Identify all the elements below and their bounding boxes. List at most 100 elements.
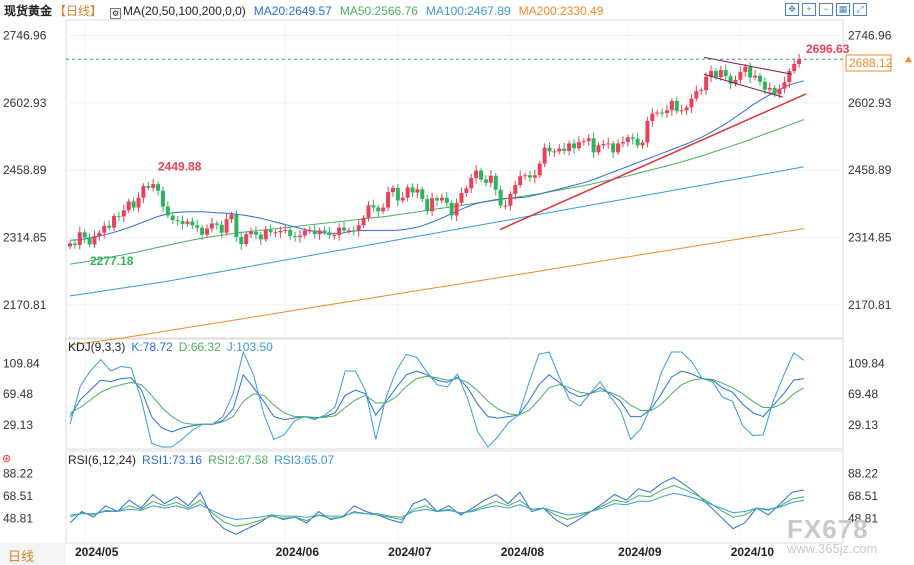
rsi-r1-line	[69, 476, 805, 535]
kdj-k-line	[69, 370, 805, 433]
candle-body	[126, 201, 131, 211]
candle-body	[249, 231, 254, 235]
candle-body	[346, 230, 351, 232]
candle-body	[572, 143, 577, 149]
candle-body	[116, 215, 121, 217]
rsi-2: RSI2:67.58	[208, 453, 269, 467]
candle-body	[317, 230, 322, 235]
candle-body	[146, 186, 151, 188]
candle-body	[684, 107, 689, 111]
candle-body	[640, 142, 645, 146]
kdj-tick-left: 69.48	[3, 387, 33, 401]
candle-body	[136, 197, 141, 208]
candle-body	[263, 229, 268, 240]
candle-body	[131, 201, 136, 208]
expand-icon[interactable]: ⤢	[853, 3, 867, 16]
candle-body	[386, 192, 391, 208]
candle-body	[664, 110, 669, 114]
candle-body	[371, 205, 376, 208]
candle-body	[229, 214, 234, 220]
y-tick-label-left: 2746.96	[3, 28, 47, 42]
candle-body	[151, 184, 156, 188]
main-panel-border	[65, 19, 844, 339]
candle-body	[307, 230, 312, 232]
x-tick-label: 2024/05	[75, 545, 119, 559]
candle-body	[542, 147, 547, 164]
candle-body	[258, 234, 263, 240]
candle-body	[513, 185, 518, 194]
candle-body	[190, 221, 195, 226]
candle-body	[454, 202, 459, 216]
candle-body	[112, 215, 117, 228]
candle-body	[792, 63, 797, 71]
period-tag[interactable]: 【日线】	[54, 4, 103, 18]
candle-body	[430, 198, 435, 212]
candle-body	[767, 87, 772, 90]
candle-body	[728, 76, 733, 84]
candle-body	[72, 243, 77, 245]
candle-body	[356, 225, 361, 231]
candle-body	[464, 188, 469, 194]
candle-body	[415, 189, 420, 193]
candle-body	[743, 66, 748, 72]
candle-body	[674, 100, 679, 112]
candle-body	[709, 70, 714, 77]
ma20-line	[69, 80, 805, 241]
candle-body	[165, 206, 170, 216]
candle-body	[322, 230, 327, 233]
candle-body	[327, 232, 332, 236]
candle-body	[762, 81, 767, 90]
ma50-value: MA50:2566.76	[339, 4, 418, 18]
ma50-line	[69, 119, 805, 265]
ma-settings-icon[interactable]: ⚙	[110, 8, 122, 19]
rsi-tick-left: 88.22	[3, 467, 33, 481]
candle-body	[68, 243, 72, 247]
candle-body	[253, 231, 258, 235]
candle-body	[797, 59, 802, 64]
candle-body	[156, 184, 161, 191]
rsi-settings-icon[interactable]: ⊛	[2, 453, 12, 465]
y-tick-label-right: 2458.89	[848, 163, 892, 177]
candle-body	[782, 82, 787, 89]
period-button[interactable]: 日线	[8, 549, 35, 564]
ma100-value: MA100:2467.89	[425, 4, 511, 18]
candle-body	[669, 100, 674, 111]
x-tick-label: 2024/07	[388, 545, 432, 559]
trend-line	[499, 93, 807, 231]
zoom-out-icon[interactable]: −	[819, 3, 833, 16]
candle-body	[444, 197, 449, 203]
candle-body	[694, 91, 699, 99]
rsi-header: RSI(6,12,24) RSI1:73.16 RSI2:67.58 RSI3:65.…	[68, 452, 340, 468]
kdj-label: KDJ(9,3,3)	[68, 340, 126, 354]
candle-body	[527, 175, 532, 178]
candle-body	[596, 145, 601, 153]
annotation-low: 2277.18	[90, 254, 134, 268]
candle-body	[121, 210, 126, 217]
current-price-label: 2688.12	[849, 56, 893, 70]
ma-label: MA(20,50,100,200,0,0)	[123, 4, 246, 18]
rsi-tick-left: 48.81	[3, 512, 33, 526]
candle-body	[180, 221, 185, 224]
y-tick-label-left: 2458.89	[3, 163, 47, 177]
y-tick-label-right: 2602.93	[848, 96, 892, 110]
y-tick-label-right: 2170.81	[848, 298, 892, 312]
grid-icon[interactable]: ▦	[836, 3, 850, 16]
candle-body	[498, 189, 503, 206]
candle-body	[713, 70, 718, 78]
candle-body	[302, 230, 307, 236]
kdj-j-line	[69, 350, 805, 448]
current-price-box	[845, 54, 892, 72]
candle-body	[160, 190, 165, 207]
zoom-in-icon[interactable]: +	[802, 3, 816, 16]
candle-body	[787, 70, 792, 83]
candle-body	[679, 110, 684, 112]
candle-body	[567, 143, 572, 151]
candle-body	[532, 175, 537, 178]
candle-body	[718, 70, 723, 78]
flag-upper-line	[703, 56, 793, 75]
candlestick-series	[68, 53, 802, 250]
candle-body	[581, 141, 586, 143]
flag-lower-line	[703, 73, 784, 98]
crosshair-icon[interactable]: ✥	[785, 3, 799, 16]
